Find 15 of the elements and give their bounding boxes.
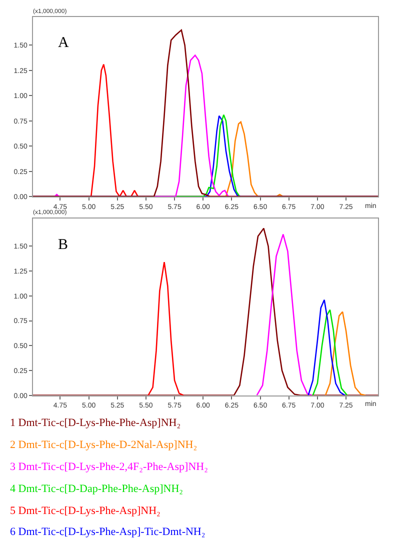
text: A	[58, 35, 69, 51]
text: 3 Dmt-Tic-c[D-Lys-Phe-2,4F₂-Phe-Asp]NH₂	[10, 461, 208, 473]
line-series	[324, 311, 366, 396]
series-label: 1 Dmt-Tic-c[D-Lys-Phe-Phe-Asp]NH₂	[10, 417, 181, 429]
text: 5 Dmt-Tic-c[D-Lys-Phe-Asp]NH₂	[10, 505, 161, 517]
line-series	[256, 234, 312, 396]
text: 4 Dmt-Tic-c[D-Dap-Phe-Phe-Asp]NH₂	[10, 483, 184, 495]
line-series	[148, 261, 184, 396]
line-series	[32, 29, 378, 197]
line-series	[308, 299, 346, 396]
line-series	[312, 309, 348, 396]
text: B	[58, 237, 68, 253]
line-series	[32, 228, 378, 396]
text: 6 Dmt-Tic-c[D-Lys-Phe-Asp]-Tic-Dmt-NH₂	[10, 526, 206, 538]
text: 2 Dmt-Tic-c[D-Lys-Phe-D-2Nal-Asp]NH₂	[10, 439, 198, 451]
